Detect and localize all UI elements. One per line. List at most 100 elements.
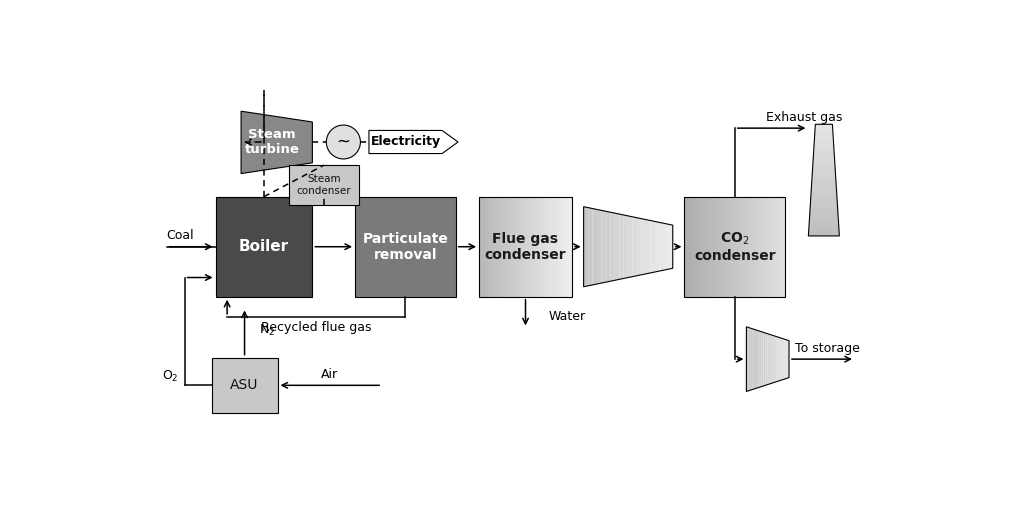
- Bar: [745, 197, 748, 297]
- Bar: [479, 197, 572, 297]
- Bar: [812, 180, 836, 186]
- Bar: [479, 197, 482, 297]
- Bar: [813, 164, 835, 169]
- Bar: [517, 197, 520, 297]
- Text: Steam
condenser: Steam condenser: [296, 174, 351, 196]
- Bar: [765, 197, 768, 297]
- Bar: [482, 197, 485, 297]
- Bar: [811, 197, 837, 202]
- Polygon shape: [606, 211, 611, 282]
- Bar: [491, 197, 495, 297]
- Bar: [500, 197, 504, 297]
- Bar: [535, 197, 538, 297]
- Bar: [811, 186, 836, 191]
- Bar: [768, 197, 772, 297]
- Polygon shape: [650, 220, 655, 273]
- Polygon shape: [583, 207, 588, 287]
- Bar: [569, 197, 572, 297]
- Bar: [507, 197, 511, 297]
- Bar: [815, 130, 833, 136]
- Polygon shape: [759, 331, 761, 388]
- Bar: [755, 197, 758, 297]
- Bar: [289, 165, 359, 205]
- Bar: [563, 197, 566, 297]
- Polygon shape: [774, 336, 776, 382]
- Text: Boiler: Boiler: [239, 239, 289, 254]
- Polygon shape: [637, 218, 642, 276]
- Text: O$_2$: O$_2$: [162, 368, 179, 383]
- Bar: [523, 197, 526, 297]
- Bar: [761, 197, 765, 297]
- Polygon shape: [369, 131, 458, 154]
- Bar: [738, 197, 742, 297]
- Polygon shape: [776, 336, 778, 382]
- Polygon shape: [592, 208, 596, 285]
- Bar: [813, 158, 835, 164]
- Bar: [782, 197, 786, 297]
- Bar: [550, 197, 554, 297]
- Polygon shape: [646, 220, 650, 274]
- Text: Recycled flue gas: Recycled flue gas: [261, 321, 371, 334]
- Polygon shape: [624, 215, 628, 279]
- Bar: [718, 197, 722, 297]
- Polygon shape: [757, 330, 759, 388]
- Polygon shape: [750, 328, 753, 390]
- Bar: [692, 197, 695, 297]
- Text: Exhaust gas: Exhaust gas: [765, 111, 842, 124]
- Text: Steam
turbine: Steam turbine: [245, 128, 299, 156]
- Polygon shape: [767, 334, 769, 384]
- Bar: [728, 197, 732, 297]
- Text: CO$_2$
condenser: CO$_2$ condenser: [694, 231, 775, 263]
- Text: Particulate
removal: Particulate removal: [362, 232, 448, 262]
- Bar: [705, 197, 709, 297]
- Bar: [684, 197, 688, 297]
- Bar: [809, 230, 839, 236]
- Bar: [497, 197, 501, 297]
- Bar: [814, 136, 833, 141]
- Bar: [355, 197, 456, 297]
- Bar: [721, 197, 725, 297]
- Bar: [566, 197, 569, 297]
- Bar: [813, 152, 834, 158]
- Polygon shape: [588, 207, 592, 286]
- Bar: [811, 191, 837, 197]
- Bar: [698, 197, 702, 297]
- Circle shape: [327, 125, 361, 159]
- Bar: [514, 197, 517, 297]
- Polygon shape: [748, 328, 750, 391]
- Polygon shape: [763, 332, 765, 386]
- Polygon shape: [664, 223, 668, 270]
- Polygon shape: [668, 224, 672, 269]
- Polygon shape: [611, 212, 615, 281]
- Bar: [809, 225, 839, 230]
- Polygon shape: [596, 209, 602, 284]
- Bar: [812, 169, 835, 174]
- Polygon shape: [642, 219, 646, 275]
- Bar: [735, 197, 738, 297]
- Polygon shape: [778, 337, 780, 381]
- Polygon shape: [628, 216, 633, 278]
- Bar: [815, 124, 833, 130]
- Bar: [741, 197, 745, 297]
- Bar: [751, 197, 755, 297]
- Bar: [553, 197, 557, 297]
- Bar: [778, 197, 783, 297]
- Bar: [725, 197, 728, 297]
- Polygon shape: [753, 329, 755, 390]
- Bar: [541, 197, 545, 297]
- Bar: [731, 197, 735, 297]
- Bar: [775, 197, 778, 297]
- Bar: [715, 197, 719, 297]
- Polygon shape: [772, 335, 774, 383]
- Bar: [494, 197, 498, 297]
- Bar: [748, 197, 752, 297]
- Polygon shape: [783, 338, 785, 380]
- Bar: [547, 197, 551, 297]
- Bar: [771, 197, 775, 297]
- Polygon shape: [615, 213, 620, 280]
- Text: Flue gas
condenser: Flue gas condenser: [484, 232, 566, 262]
- Polygon shape: [755, 330, 757, 389]
- Bar: [503, 197, 508, 297]
- Bar: [485, 197, 488, 297]
- Bar: [810, 214, 838, 219]
